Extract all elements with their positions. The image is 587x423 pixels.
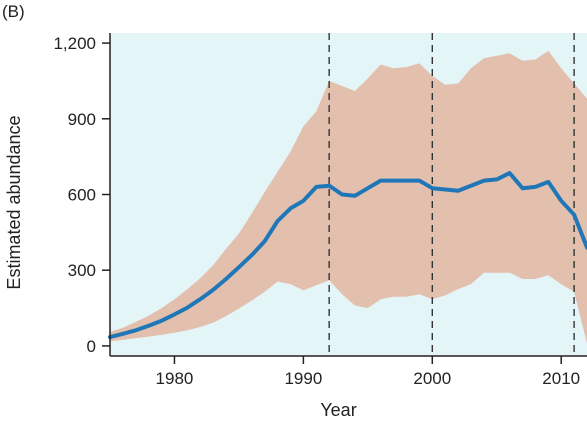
- panel-label: (B): [2, 2, 25, 21]
- y-tick-label: 900: [68, 110, 96, 129]
- x-tick-label: 1990: [284, 369, 322, 388]
- y-axis-ticks: 0 300 600 900 1,200: [53, 34, 110, 356]
- vertical-reference-lines: [328, 33, 575, 356]
- y-tick-label: 600: [68, 186, 96, 205]
- x-tick-label: 2010: [542, 369, 580, 388]
- y-tick-label: 1,200: [53, 34, 96, 53]
- abundance-series-line: [108, 171, 587, 340]
- x-axis-title: Year: [320, 400, 356, 420]
- x-axis-ticks: 1980 1990 2000 2010: [156, 356, 580, 388]
- y-axis-title: Estimated abundance: [4, 115, 24, 289]
- x-tick-label: 2000: [413, 369, 451, 388]
- y-tick-label: 300: [68, 261, 96, 280]
- y-tick-label: 0: [87, 337, 96, 356]
- x-tick-label: 1980: [156, 369, 194, 388]
